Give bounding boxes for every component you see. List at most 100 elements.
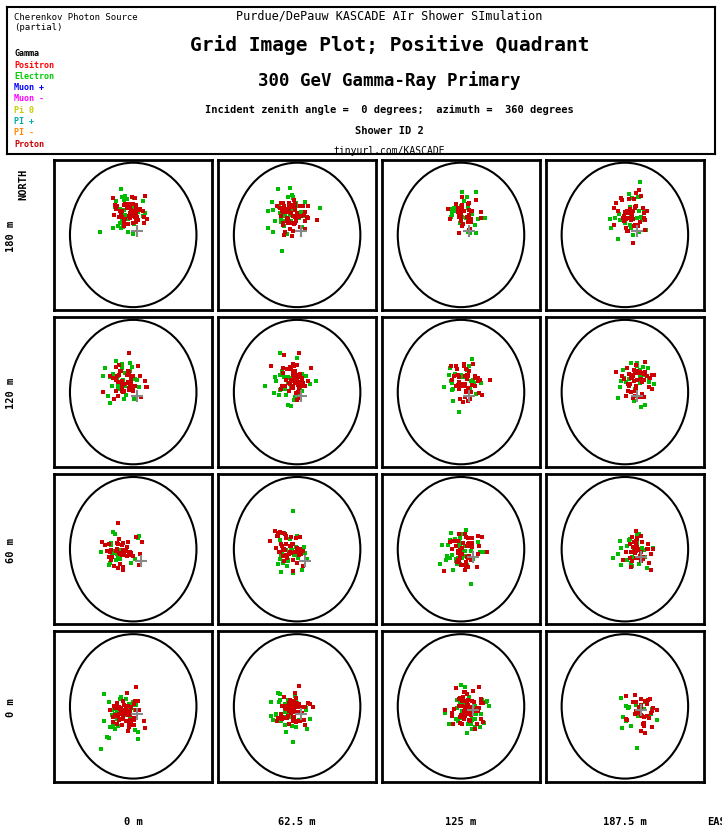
Point [623, 533, 635, 547]
Point [286, 382, 297, 395]
Point [474, 374, 486, 387]
Point [456, 693, 468, 706]
Point [128, 210, 139, 223]
Point [464, 714, 476, 727]
Point [631, 742, 643, 755]
Point [630, 696, 642, 709]
Point [457, 708, 469, 721]
Point [630, 547, 641, 560]
Point [294, 382, 305, 395]
Point [284, 696, 295, 710]
Point [285, 543, 297, 556]
Point [286, 544, 297, 558]
Point [287, 701, 299, 715]
Point [630, 382, 642, 395]
Point [625, 538, 636, 551]
Point [611, 365, 622, 379]
Point [262, 206, 274, 219]
Point [295, 701, 307, 714]
Point [290, 365, 301, 379]
Point [636, 703, 648, 716]
Point [461, 385, 472, 398]
Point [108, 372, 119, 385]
Point [456, 558, 467, 572]
Point [287, 380, 299, 393]
Point [451, 556, 462, 569]
Point [123, 378, 135, 391]
Point [462, 702, 474, 716]
Point [287, 505, 299, 518]
Point [101, 544, 113, 558]
Point [103, 696, 115, 709]
Point [118, 707, 130, 721]
Point [463, 702, 474, 716]
Point [462, 538, 474, 551]
Point [113, 708, 125, 721]
Point [134, 704, 145, 717]
Point [124, 704, 136, 717]
Point [471, 186, 482, 199]
Point [635, 692, 647, 706]
Point [479, 212, 490, 225]
Point [262, 222, 274, 235]
Point [285, 206, 297, 220]
Point [271, 530, 283, 543]
Point [464, 691, 475, 704]
Point [633, 704, 645, 717]
Point [630, 187, 642, 201]
Point [113, 714, 125, 727]
Point [119, 708, 131, 721]
Point [275, 210, 287, 223]
Point [453, 227, 464, 241]
Point [118, 699, 129, 712]
Point [288, 549, 300, 563]
Point [127, 549, 139, 563]
Point [110, 708, 121, 721]
Point [110, 196, 122, 209]
Point [630, 541, 641, 554]
Point [484, 700, 495, 713]
Point [123, 548, 135, 562]
Point [623, 368, 635, 381]
Text: 125 m: 125 m [445, 816, 477, 826]
Point [300, 216, 311, 229]
Point [460, 523, 471, 537]
Point [461, 550, 472, 563]
Point [468, 703, 479, 716]
Point [470, 388, 482, 401]
Point [284, 540, 296, 553]
Point [111, 696, 123, 710]
Point [292, 701, 303, 714]
Point [630, 534, 642, 548]
Point [284, 372, 295, 385]
Point [128, 198, 139, 212]
Point [481, 695, 492, 708]
Point [273, 696, 284, 709]
Point [123, 535, 134, 548]
Point [126, 191, 138, 205]
Point [277, 219, 289, 232]
Point [118, 546, 129, 559]
Point [455, 393, 466, 406]
Point [107, 716, 118, 729]
Point [463, 395, 474, 408]
Point [625, 222, 636, 236]
Point [288, 694, 300, 707]
Point [453, 370, 465, 384]
Point [287, 192, 299, 206]
Point [456, 200, 467, 213]
Point [108, 192, 119, 206]
Point [631, 220, 643, 233]
Point [626, 210, 638, 223]
Point [128, 392, 139, 405]
Point [625, 561, 637, 574]
Point [111, 713, 123, 726]
Point [129, 192, 140, 206]
Point [627, 205, 639, 218]
Point [136, 536, 147, 549]
Text: Proton: Proton [14, 140, 44, 149]
Point [627, 229, 638, 242]
Point [285, 539, 297, 553]
Point [123, 721, 135, 734]
Point [300, 700, 311, 713]
